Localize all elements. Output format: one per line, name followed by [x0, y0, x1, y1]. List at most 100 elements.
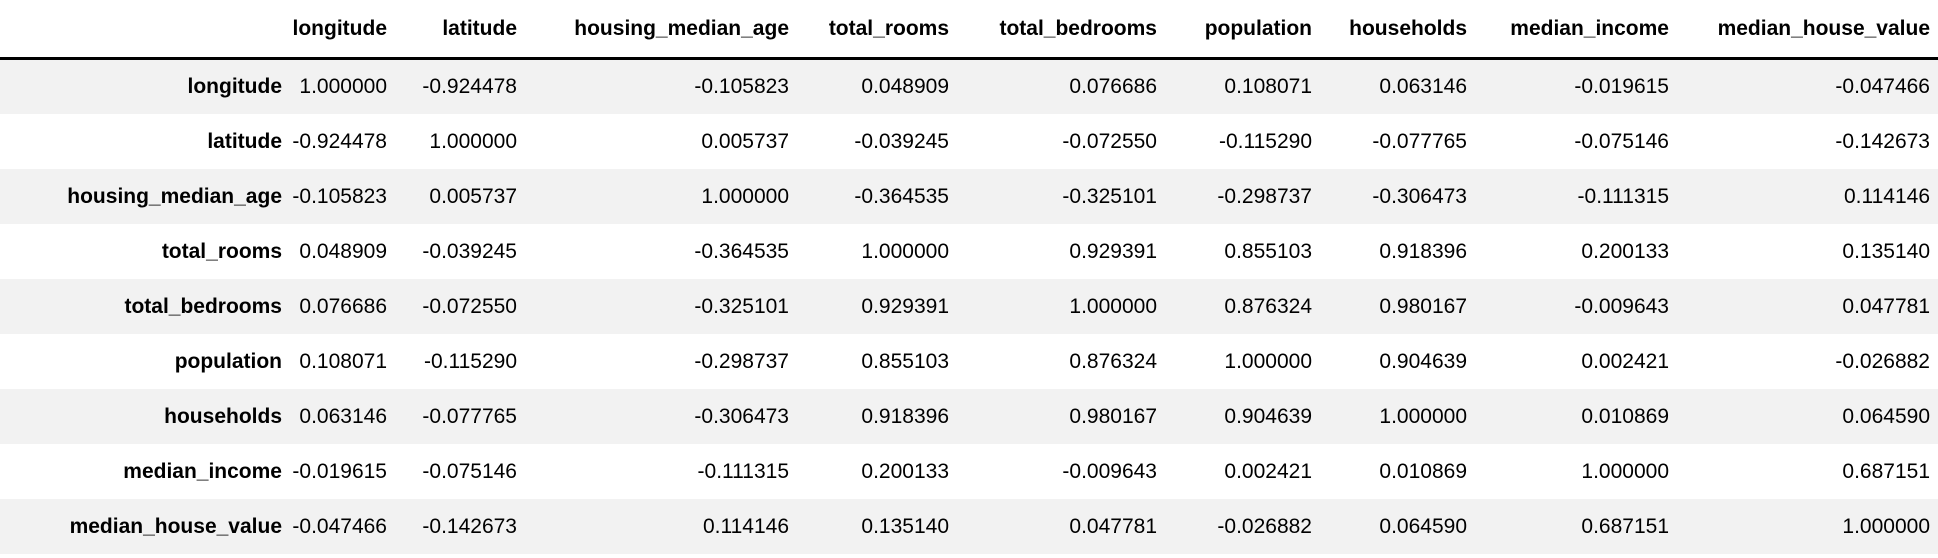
column-header-median-house-value: median_house_value: [1677, 0, 1938, 60]
column-header-housing-median-age: housing_median_age: [525, 0, 797, 60]
corr-cell: 0.002421: [1224, 459, 1312, 483]
corr-cell: 0.918396: [861, 404, 949, 428]
corr-cell: -0.325101: [694, 294, 789, 318]
row-header: total_bedrooms: [124, 294, 282, 318]
corr-cell: 1.000000: [861, 239, 949, 263]
corr-cell: 0.108071: [1224, 75, 1312, 99]
corr-cell: 1.000000: [1379, 404, 1467, 428]
table-row-households: households 0.063146 -0.077765 -0.306473 …: [0, 388, 1938, 444]
corr-cell: 0.687151: [1842, 459, 1930, 483]
corr-cell: -0.072550: [1062, 129, 1157, 153]
column-header-population: population: [1165, 0, 1320, 60]
corr-cell: -0.298737: [694, 349, 789, 373]
corr-cell: 0.108071: [299, 349, 387, 373]
corr-cell: 0.687151: [1581, 514, 1669, 538]
header-row: longitude latitude housing_median_age to…: [0, 0, 1938, 60]
corr-cell: 0.048909: [299, 239, 387, 263]
table-row-total-bedrooms: total_bedrooms 0.076686 -0.072550 -0.325…: [0, 278, 1938, 334]
corr-cell: -0.364535: [854, 184, 949, 208]
table-row-latitude: latitude -0.924478 1.000000 0.005737 -0.…: [0, 114, 1938, 169]
corr-cell: 0.005737: [429, 184, 517, 208]
corr-cell: 0.010869: [1581, 404, 1669, 428]
corr-cell: 0.064590: [1379, 514, 1467, 538]
corr-cell: -0.111315: [1577, 184, 1669, 208]
corr-cell: -0.364535: [694, 239, 789, 263]
table-row-median-income: median_income -0.019615 -0.075146 -0.111…: [0, 444, 1938, 499]
corr-cell: -0.077765: [422, 404, 517, 428]
corr-cell: -0.924478: [422, 75, 517, 99]
corr-cell: 1.000000: [429, 129, 517, 153]
row-header: longitude: [187, 75, 282, 99]
corr-cell: 0.876324: [1224, 294, 1312, 318]
column-header-total-bedrooms: total_bedrooms: [957, 0, 1165, 60]
corr-cell: 0.114146: [1843, 184, 1930, 208]
table-row-median-house-value: median_house_value -0.047466 -0.142673 0…: [0, 498, 1938, 554]
corr-cell: 0.048909: [861, 75, 949, 99]
corr-cell: -0.026882: [1835, 349, 1930, 373]
corr-cell: 0.076686: [299, 294, 387, 318]
corr-cell: 0.904639: [1379, 349, 1467, 373]
row-header: population: [174, 349, 282, 373]
corr-cell: -0.047466: [292, 514, 387, 538]
row-header: latitude: [207, 129, 282, 153]
corr-cell: -0.039245: [422, 239, 517, 263]
corr-cell: 1.000000: [1581, 459, 1669, 483]
corr-cell: -0.009643: [1062, 459, 1157, 483]
table-row-housing-median-age: housing_median_age -0.105823 0.005737 1.…: [0, 168, 1938, 224]
corr-cell: 0.855103: [1224, 239, 1312, 263]
corr-cell: 0.010869: [1379, 459, 1467, 483]
corr-cell: -0.325101: [1062, 184, 1157, 208]
corr-cell: -0.105823: [694, 75, 789, 99]
column-header-median-income: median_income: [1475, 0, 1677, 60]
corr-cell: 0.929391: [861, 294, 949, 318]
corr-cell: -0.142673: [1835, 129, 1930, 153]
corr-cell: 1.000000: [1224, 349, 1312, 373]
corr-cell: -0.039245: [854, 129, 949, 153]
table-row-population: population 0.108071 -0.115290 -0.298737 …: [0, 334, 1938, 389]
corr-cell: 0.904639: [1224, 404, 1312, 428]
row-header: total_rooms: [161, 239, 282, 263]
corr-cell: 0.063146: [299, 404, 387, 428]
corr-cell: -0.019615: [292, 459, 387, 483]
column-header-longitude: longitude: [290, 0, 395, 60]
corr-cell: 1.000000: [1069, 294, 1157, 318]
corr-cell: 0.005737: [701, 129, 789, 153]
corr-cell: 0.980167: [1379, 294, 1467, 318]
row-header: households: [164, 404, 282, 428]
corr-cell: -0.105823: [292, 184, 387, 208]
corr-cell: 0.876324: [1069, 349, 1157, 373]
corner-cell: [0, 0, 290, 60]
corr-cell: -0.115290: [1218, 129, 1312, 153]
corr-cell: -0.077765: [1372, 129, 1467, 153]
corr-cell: -0.924478: [292, 129, 387, 153]
row-header: housing_median_age: [67, 184, 282, 208]
corr-cell: -0.026882: [1217, 514, 1312, 538]
corr-cell: 0.929391: [1069, 239, 1157, 263]
corr-cell: 0.002421: [1581, 349, 1669, 373]
row-header: median_income: [123, 459, 282, 483]
table-row-total-rooms: total_rooms 0.048909 -0.039245 -0.364535…: [0, 224, 1938, 279]
corr-cell: 0.047781: [1069, 514, 1157, 538]
corr-cell: 1.000000: [299, 75, 387, 99]
corr-cell: -0.019615: [1574, 75, 1669, 99]
corr-cell: -0.075146: [1574, 129, 1669, 153]
corr-cell: 0.063146: [1379, 75, 1467, 99]
corr-cell: -0.072550: [422, 294, 517, 318]
corr-cell: 0.918396: [1379, 239, 1467, 263]
corr-cell: 0.064590: [1842, 404, 1930, 428]
corr-cell: -0.142673: [422, 514, 517, 538]
corr-cell: 1.000000: [701, 184, 789, 208]
corr-cell: -0.075146: [422, 459, 517, 483]
corr-cell: 0.114146: [702, 514, 789, 538]
corr-cell: 0.980167: [1069, 404, 1157, 428]
corr-cell: 0.047781: [1842, 294, 1930, 318]
corr-cell: 0.200133: [861, 459, 949, 483]
column-header-latitude: latitude: [395, 0, 525, 60]
table-row-longitude: longitude 1.000000 -0.924478 -0.105823 0…: [0, 58, 1938, 114]
corr-cell: 0.200133: [1581, 239, 1669, 263]
corr-cell: -0.306473: [1372, 184, 1467, 208]
corr-cell: -0.047466: [1835, 75, 1930, 99]
corr-cell: -0.111315: [697, 459, 789, 483]
